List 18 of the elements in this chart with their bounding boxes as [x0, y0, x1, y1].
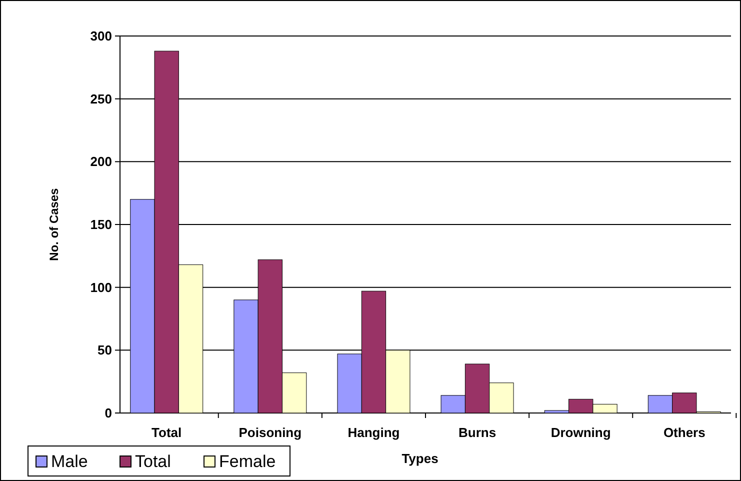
- x-axis-title: Types: [402, 451, 438, 466]
- legend-label: Male: [51, 452, 88, 471]
- y-tick-label: 250: [90, 91, 112, 106]
- y-tick-label: 150: [90, 217, 112, 232]
- x-tick-label: Total: [152, 425, 182, 440]
- x-tick-label: Others: [663, 425, 706, 440]
- y-tick-label: 200: [90, 154, 112, 170]
- x-tick-label: Poisoning: [238, 425, 302, 440]
- legend-label: Total: [135, 452, 171, 471]
- legend-label: Female: [219, 452, 276, 471]
- x-tick-label: Drowning: [550, 425, 611, 440]
- x-tick-label: Hanging: [348, 425, 400, 440]
- y-tick-label: 50: [98, 342, 112, 358]
- y-tick-label: 0: [104, 406, 112, 421]
- y-axis-title: No. of Cases: [47, 188, 61, 261]
- y-tick-label: 300: [90, 28, 112, 44]
- x-tick-label: Burns: [458, 425, 496, 440]
- y-tick-label: 100: [90, 280, 112, 295]
